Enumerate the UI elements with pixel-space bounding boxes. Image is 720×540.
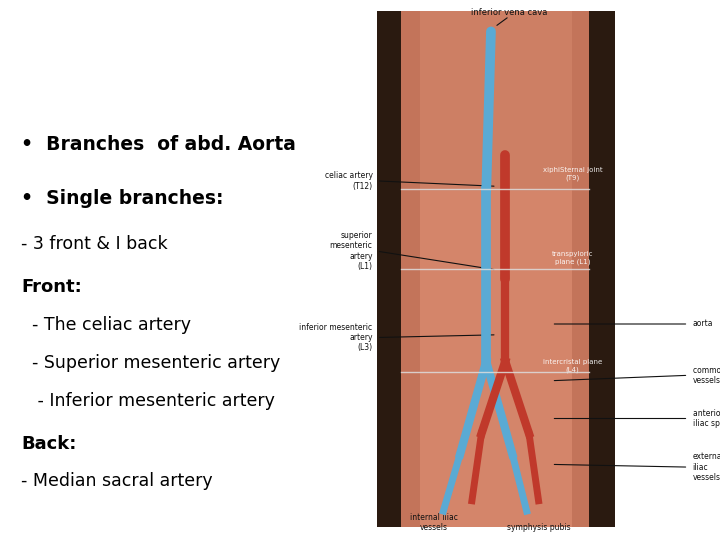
Text: - The celiac artery: - The celiac artery bbox=[22, 316, 192, 334]
Text: - Inferior mesenteric artery: - Inferior mesenteric artery bbox=[22, 392, 275, 409]
Text: inferior mesenteric
artery
(L3): inferior mesenteric artery (L3) bbox=[300, 322, 372, 353]
Text: common iliac
vessels: common iliac vessels bbox=[693, 366, 720, 385]
Text: •  Branches  of abd. Aorta: • Branches of abd. Aorta bbox=[22, 135, 297, 154]
Bar bbox=[572, 11, 588, 526]
Text: - 3 front & I back: - 3 front & I back bbox=[22, 235, 168, 253]
Text: celiac artery
(T12): celiac artery (T12) bbox=[325, 171, 372, 191]
Text: internal iliac
vessels: internal iliac vessels bbox=[410, 512, 457, 532]
Text: - Median sacral artery: - Median sacral artery bbox=[22, 472, 213, 490]
Text: - Superior mesenteric artery: - Superior mesenteric artery bbox=[22, 354, 281, 372]
Text: xiphiSternal joint
(T9): xiphiSternal joint (T9) bbox=[543, 167, 603, 181]
Text: Back:: Back: bbox=[22, 435, 77, 453]
Text: intercristal plane
(L4): intercristal plane (L4) bbox=[543, 359, 602, 373]
Text: inferior vena cava: inferior vena cava bbox=[471, 8, 548, 17]
Text: aorta: aorta bbox=[693, 320, 713, 328]
Text: superior
mesenteric
artery
(L1): superior mesenteric artery (L1) bbox=[330, 231, 372, 271]
Text: transpyloric
plane (L1): transpyloric plane (L1) bbox=[552, 251, 593, 265]
Text: anterior superior
iliac spine: anterior superior iliac spine bbox=[693, 409, 720, 428]
Text: •  Single branches:: • Single branches: bbox=[22, 189, 224, 208]
Text: Front:: Front: bbox=[22, 278, 82, 296]
Text: symphysis pubis: symphysis pubis bbox=[507, 523, 571, 532]
Bar bbox=[377, 11, 400, 526]
Text: external
iliac
vessels: external iliac vessels bbox=[693, 452, 720, 482]
Bar bbox=[377, 11, 615, 526]
Bar bbox=[588, 11, 615, 526]
Bar bbox=[400, 11, 420, 526]
Bar bbox=[420, 11, 572, 191]
